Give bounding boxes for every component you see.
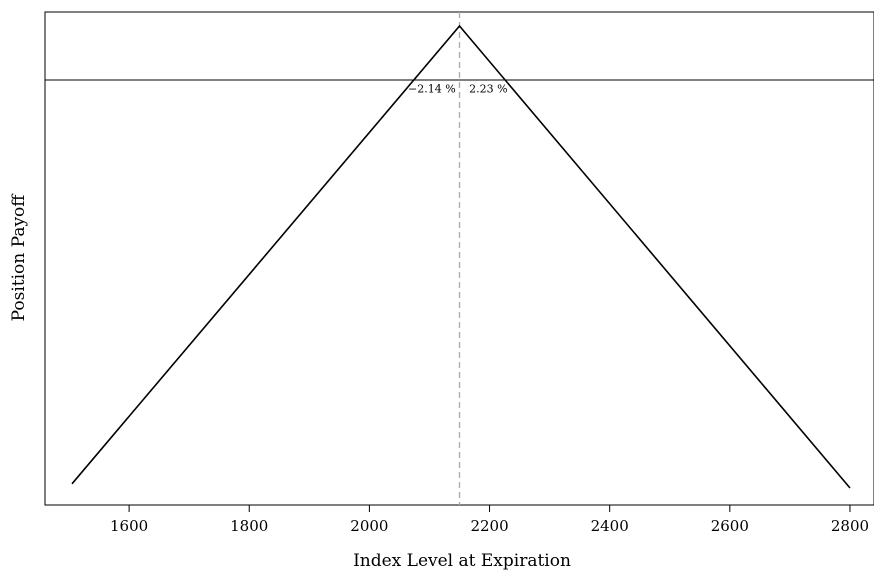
x-tick-label: 2800 xyxy=(831,517,869,535)
breakeven-label: −2.14 % xyxy=(408,83,456,96)
payoff-series-line xyxy=(71,24,851,489)
x-tick-label: 2400 xyxy=(591,517,629,535)
x-axis-title: Index Level at Expiration xyxy=(353,551,571,571)
x-tick-label: 2000 xyxy=(350,517,388,535)
breakeven-label: 2.23 % xyxy=(469,83,507,96)
x-axis-ticks: 1600 1800 2000 2200 2400 2600 2800 xyxy=(110,505,869,535)
x-tick-label: 2600 xyxy=(711,517,749,535)
breakeven-annotations: −2.14 % 2.23 % xyxy=(408,83,508,96)
x-tick-label: 1800 xyxy=(230,517,268,535)
x-tick-label: 1600 xyxy=(110,517,148,535)
y-axis-title: Position Payoff xyxy=(9,193,29,322)
x-tick-label: 2200 xyxy=(470,517,508,535)
